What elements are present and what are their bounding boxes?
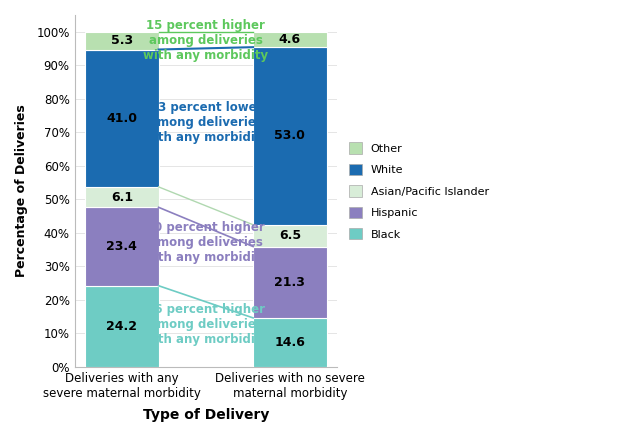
Legend: Other, White, Asian/Pacific Islander, Hispanic, Black: Other, White, Asian/Pacific Islander, Hi… (345, 139, 492, 243)
Y-axis label: Percentage of Deliveries: Percentage of Deliveries (15, 104, 28, 277)
Bar (253, 318, 327, 367)
Text: 6.5: 6.5 (279, 229, 301, 242)
Bar (253, 47, 327, 225)
Bar (85, 286, 159, 367)
Bar (85, 49, 159, 187)
Text: 6.1: 6.1 (111, 191, 133, 204)
Bar (85, 32, 159, 49)
Bar (85, 207, 159, 286)
Bar (253, 246, 327, 318)
Bar (253, 32, 327, 47)
Text: 10 percent higher
among deliveries
with any morbidity: 10 percent higher among deliveries with … (143, 221, 268, 264)
Text: 21.3: 21.3 (275, 276, 305, 289)
Text: 5.3: 5.3 (111, 34, 133, 47)
Text: 41.0: 41.0 (106, 112, 138, 125)
Text: 53.0: 53.0 (275, 129, 305, 142)
Text: 15 percent higher
among deliveries
with any morbidity: 15 percent higher among deliveries with … (143, 19, 268, 62)
Text: 4.6: 4.6 (279, 33, 301, 46)
Text: 23.4: 23.4 (106, 240, 137, 253)
Text: 23 percent lower
among deliveries
with any morbidity: 23 percent lower among deliveries with a… (143, 101, 268, 144)
Text: 14.6: 14.6 (275, 336, 305, 349)
Bar (85, 187, 159, 207)
X-axis label: Type of Delivery: Type of Delivery (143, 408, 269, 422)
Text: 24.2: 24.2 (106, 320, 138, 333)
Bar (253, 225, 327, 246)
Text: 66 percent higher
among deliveries
with any morbidity: 66 percent higher among deliveries with … (143, 303, 268, 347)
